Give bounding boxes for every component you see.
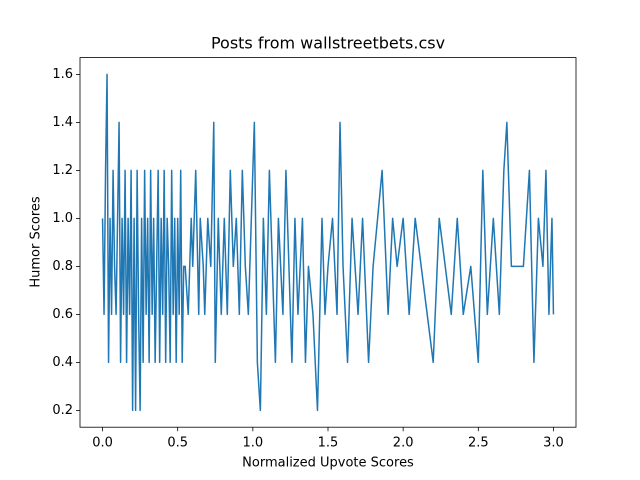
y-tick-label: 0.6	[52, 307, 73, 322]
x-axis-label: Normalized Upvote Scores	[242, 456, 414, 471]
x-tick-label: 0.0	[92, 436, 113, 451]
x-tick-label: 2.5	[468, 436, 489, 451]
chart-title: Posts from wallstreetbets.csv	[211, 34, 445, 53]
x-tick-label: 0.5	[167, 436, 188, 451]
data-line	[101, 73, 555, 412]
y-tick-label: 0.2	[52, 403, 73, 418]
x-tick-label: 3.0	[543, 436, 564, 451]
plot-frame	[79, 57, 577, 428]
x-tick-label: 2.0	[393, 436, 414, 451]
y-axis-label: Humor Scores	[29, 196, 44, 288]
y-tick-label: 0.8	[52, 259, 73, 274]
y-tick-label: 1.0	[52, 211, 73, 226]
y-tick-label: 1.2	[52, 163, 73, 178]
x-tick-label: 1.0	[243, 436, 264, 451]
y-tick-label: 1.4	[52, 115, 73, 130]
y-tick-label: 1.6	[52, 67, 73, 82]
x-tick-label: 1.5	[318, 436, 339, 451]
y-tick-label: 0.4	[52, 355, 73, 370]
